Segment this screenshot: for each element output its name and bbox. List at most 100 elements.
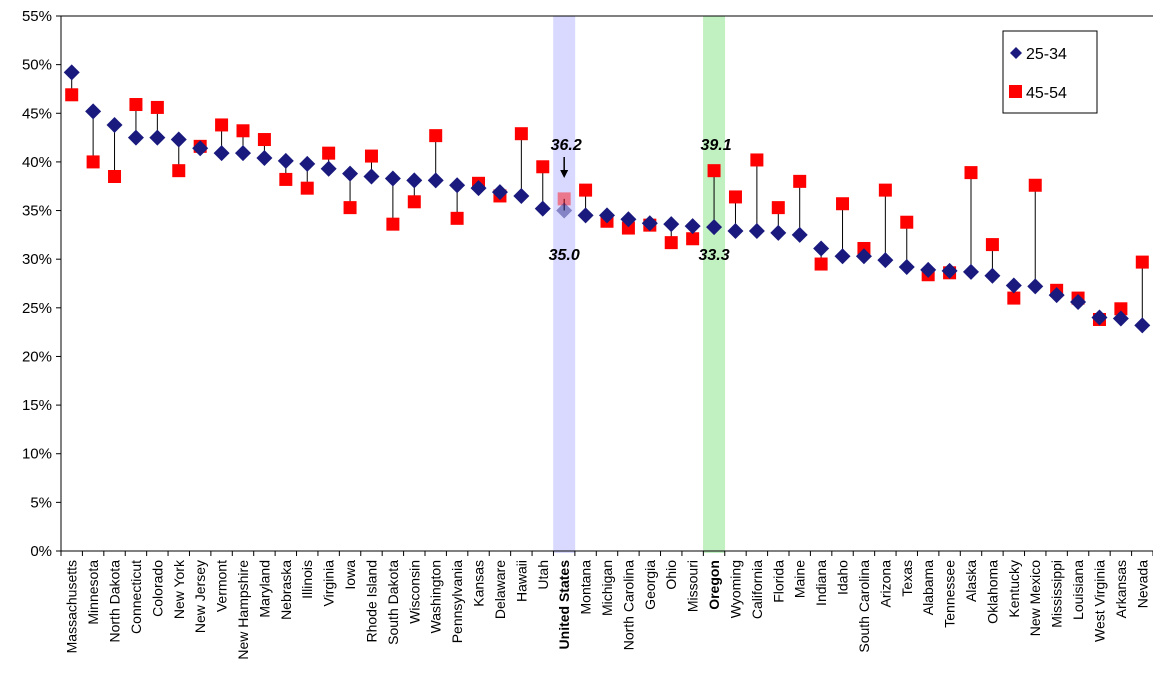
category-label: Illinois <box>299 560 315 599</box>
marker-25-34 <box>63 64 80 81</box>
marker-25-34 <box>149 129 166 146</box>
category-label: California <box>749 560 765 619</box>
category-label: Iowa <box>342 560 358 590</box>
category-label: Kentucky <box>1006 560 1022 618</box>
marker-25-34 <box>727 222 744 239</box>
category-label: Arizona <box>877 560 893 608</box>
marker-25-34 <box>299 155 316 172</box>
category-label: Hawaii <box>513 560 529 602</box>
legend-box <box>1002 30 1098 114</box>
category-label: North Carolina <box>620 560 636 650</box>
marker-25-34 <box>641 215 658 232</box>
annotation-lower-value: 33.3 <box>698 247 729 264</box>
marker-25-34 <box>963 263 979 280</box>
marker-45-54 <box>621 221 635 235</box>
marker-25-34 <box>491 184 508 201</box>
marker-25-34 <box>470 180 487 197</box>
category-label: Vermont <box>214 560 230 612</box>
marker-45-54 <box>686 232 700 246</box>
marker-25-34 <box>106 116 123 133</box>
marker-45-54 <box>536 160 550 174</box>
category-label: Michigan <box>599 560 615 616</box>
marker-45-54 <box>300 181 314 195</box>
category-label: Rhode Island <box>363 560 379 643</box>
category-label: South Carolina <box>856 560 872 653</box>
marker-45-54 <box>429 129 443 143</box>
marker-25-34 <box>277 152 294 169</box>
y-tick-label: 55% <box>22 8 52 25</box>
legend-marker-45-54 <box>1009 85 1022 98</box>
marker-45-54 <box>771 201 785 215</box>
marker-25-34 <box>1027 278 1044 295</box>
category-label: New Mexico <box>1027 560 1043 636</box>
category-label: Wisconsin <box>406 560 422 624</box>
category-label: Arkansas <box>1113 560 1129 618</box>
marker-45-54 <box>1007 291 1021 305</box>
marker-25-34 <box>192 140 209 157</box>
category-label: Texas <box>899 560 915 597</box>
category-label: Oklahoma <box>984 560 1000 624</box>
marker-25-34 <box>363 168 380 185</box>
category-label: Idaho <box>835 560 851 595</box>
marker-25-34 <box>170 131 187 148</box>
marker-45-54 <box>579 183 593 197</box>
marker-45-54 <box>1028 178 1042 192</box>
marker-45-54 <box>215 118 229 132</box>
category-label: North Dakota <box>107 560 123 643</box>
y-tick-label: 50% <box>22 57 52 74</box>
marker-25-34 <box>834 248 851 265</box>
marker-45-54 <box>878 183 892 197</box>
category-label: United States <box>556 560 572 650</box>
highlight-band-united-states <box>553 16 576 553</box>
y-tick-label: 15% <box>22 397 52 414</box>
highlight-band-oregon <box>703 16 726 553</box>
y-tick-label: 0% <box>30 543 52 560</box>
marker-25-34 <box>877 252 894 269</box>
marker-45-54 <box>750 153 764 167</box>
legend: 25-34 45-54 <box>1002 30 1098 114</box>
category-label: Georgia <box>642 560 658 610</box>
annotation-upper-value: 39.1 <box>700 137 731 154</box>
marker-25-34 <box>663 216 680 233</box>
y-tick-label: 40% <box>22 154 52 171</box>
legend-label-45-54: 45-54 <box>1026 85 1067 102</box>
marker-25-34 <box>213 145 230 162</box>
marker-25-34 <box>406 172 423 189</box>
marker-25-34 <box>556 202 573 219</box>
marker-45-54 <box>514 127 528 141</box>
annotations: 36.2 35.0 39.1 33.3 <box>549 137 732 264</box>
marker-25-34 <box>1112 310 1129 327</box>
marker-25-34 <box>342 165 359 182</box>
data-markers <box>63 64 1151 334</box>
marker-25-34 <box>620 211 637 228</box>
connector-lines <box>71 72 1143 326</box>
marker-45-54 <box>407 195 421 209</box>
y-tick-label: 35% <box>22 203 52 220</box>
category-label: Maryland <box>256 560 272 618</box>
marker-25-34 <box>577 207 594 224</box>
marker-45-54 <box>964 166 978 180</box>
category-label: Alaska <box>963 560 979 602</box>
marker-25-34 <box>513 187 530 204</box>
y-tick-label: 10% <box>22 446 52 463</box>
marker-25-34 <box>256 150 273 167</box>
marker-45-54 <box>450 211 464 225</box>
category-label: Florida <box>770 560 786 603</box>
marker-45-54 <box>86 155 100 169</box>
y-tick-label: 25% <box>22 300 52 317</box>
axes: 0% 5% 10% 15% 20% 25% 30% 35% 40% 45% 50% 55% Massac… <box>22 8 1153 660</box>
marker-25-34 <box>855 248 872 265</box>
marker-25-34 <box>384 170 401 187</box>
marker-25-34 <box>127 129 144 146</box>
marker-45-54 <box>900 215 914 229</box>
marker-45-54 <box>707 164 721 178</box>
category-label: Minnesota <box>85 560 101 625</box>
category-label: New Jersey <box>192 560 208 633</box>
marker-45-54 <box>65 88 79 102</box>
category-label: Maine <box>792 560 808 598</box>
category-label: Montana <box>578 560 594 615</box>
marker-45-54 <box>728 190 742 204</box>
category-label: Oregon <box>706 560 722 610</box>
marker-45-54 <box>793 174 807 188</box>
marker-25-34 <box>1134 317 1151 334</box>
